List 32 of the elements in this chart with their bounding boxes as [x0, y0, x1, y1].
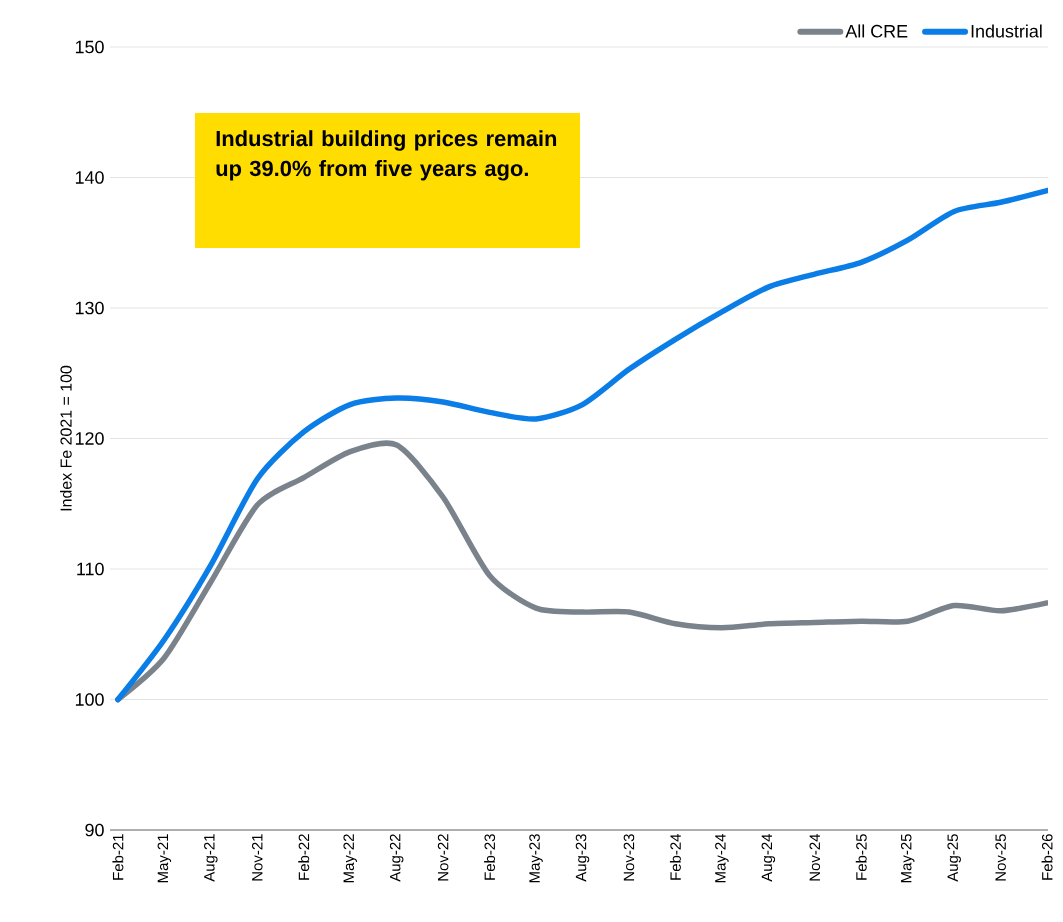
- x-tick-label: Feb-21: [112, 834, 124, 880]
- x-tick-label: Aug-23: [575, 834, 590, 882]
- y-tick-label: 90: [85, 823, 104, 837]
- y-tick-label: 120: [75, 432, 104, 445]
- legend-label: Industrial: [971, 24, 1042, 38]
- x-tick-label: May-25: [900, 834, 915, 883]
- y-tick-label: 150: [75, 40, 104, 54]
- x-tick-label: Feb-22: [298, 834, 310, 880]
- y-axis-title: Index Fe 2021 = 100: [60, 365, 72, 511]
- y-tick-label: 100: [75, 693, 104, 706]
- x-tick-label: Aug-22: [389, 834, 404, 882]
- x-tick-label: Feb-23: [484, 834, 496, 880]
- x-tick-label: Aug-21: [204, 834, 218, 882]
- y-tick-label: 140: [75, 171, 104, 184]
- x-tick-label: May-21: [157, 834, 172, 883]
- x-tick-label: May-22: [343, 834, 357, 883]
- x-tick-label: May-24: [715, 833, 729, 883]
- legend-label: All CRE: [845, 24, 908, 38]
- x-tick-label: Feb-26: [1041, 834, 1053, 880]
- x-tick-label: May-23: [529, 834, 543, 883]
- x-tick-label: Nov-24: [809, 833, 821, 881]
- annotation: Industrial building prices remain up 39.0% from five years ago.: [216, 130, 557, 181]
- y-tick-label: 130: [75, 301, 104, 315]
- x-tick-label: Nov-22: [437, 834, 449, 881]
- x-tick-label: Aug-24: [761, 833, 776, 882]
- x-tick-label: Nov-23: [623, 834, 635, 881]
- x-tick-label: Nov-21: [251, 834, 263, 881]
- x-tick-label: Feb-24: [669, 833, 681, 880]
- x-tick-label: Nov-25: [995, 834, 1006, 881]
- y-tick-label: 110: [77, 562, 104, 576]
- x-tick-label: Aug-25: [947, 834, 961, 882]
- x-tick-label: Feb-25: [855, 834, 867, 880]
